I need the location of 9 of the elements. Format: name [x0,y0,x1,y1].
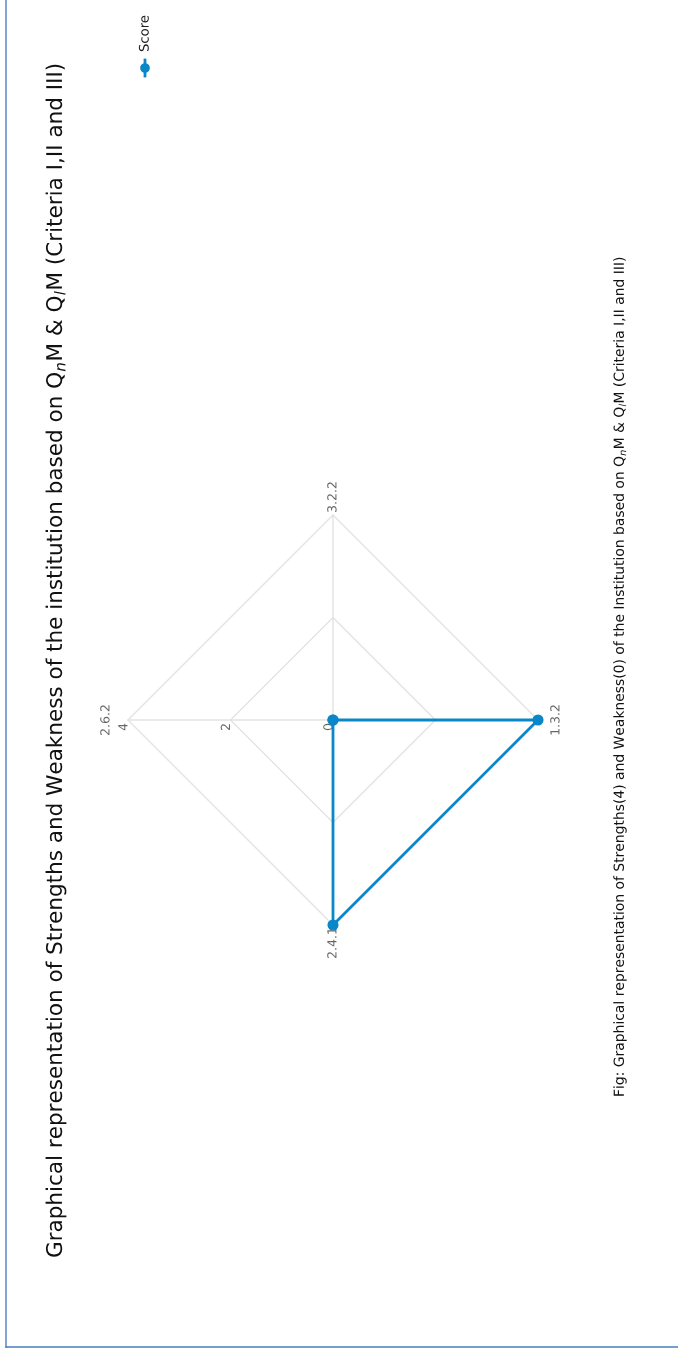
y-tick-label: 2 [220,724,230,731]
y-tick-label: 4 [118,723,128,731]
text: Graphical representation of Strengths and Weakness of the institution based on Q$_{n}$M & Q$_{l}$M (Criteria I,II and III) [45,64,67,1257]
text: Fig: Graphical representation of Strengths(4) and Weakness(0) of the Institution based on Q$_{n}$M & Q$_{l}$M (Criteria I,II and III) [613,257,627,1096]
spoke-label: 2.6.2 [100,705,110,735]
spoke-label: 1.3.2 [550,705,560,735]
spoke-label: 2.4.1 [327,928,337,958]
text: Score [138,15,149,52]
spoke-label: 3.2.2 [327,482,337,512]
